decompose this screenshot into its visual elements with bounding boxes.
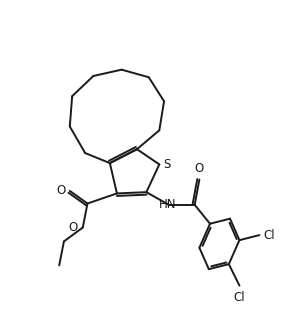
Text: Cl: Cl <box>234 291 245 304</box>
Text: O: O <box>69 221 78 234</box>
Text: HN: HN <box>159 198 176 211</box>
Text: O: O <box>195 162 204 175</box>
Text: O: O <box>56 184 66 197</box>
Text: Cl: Cl <box>263 229 275 242</box>
Text: S: S <box>164 158 171 171</box>
